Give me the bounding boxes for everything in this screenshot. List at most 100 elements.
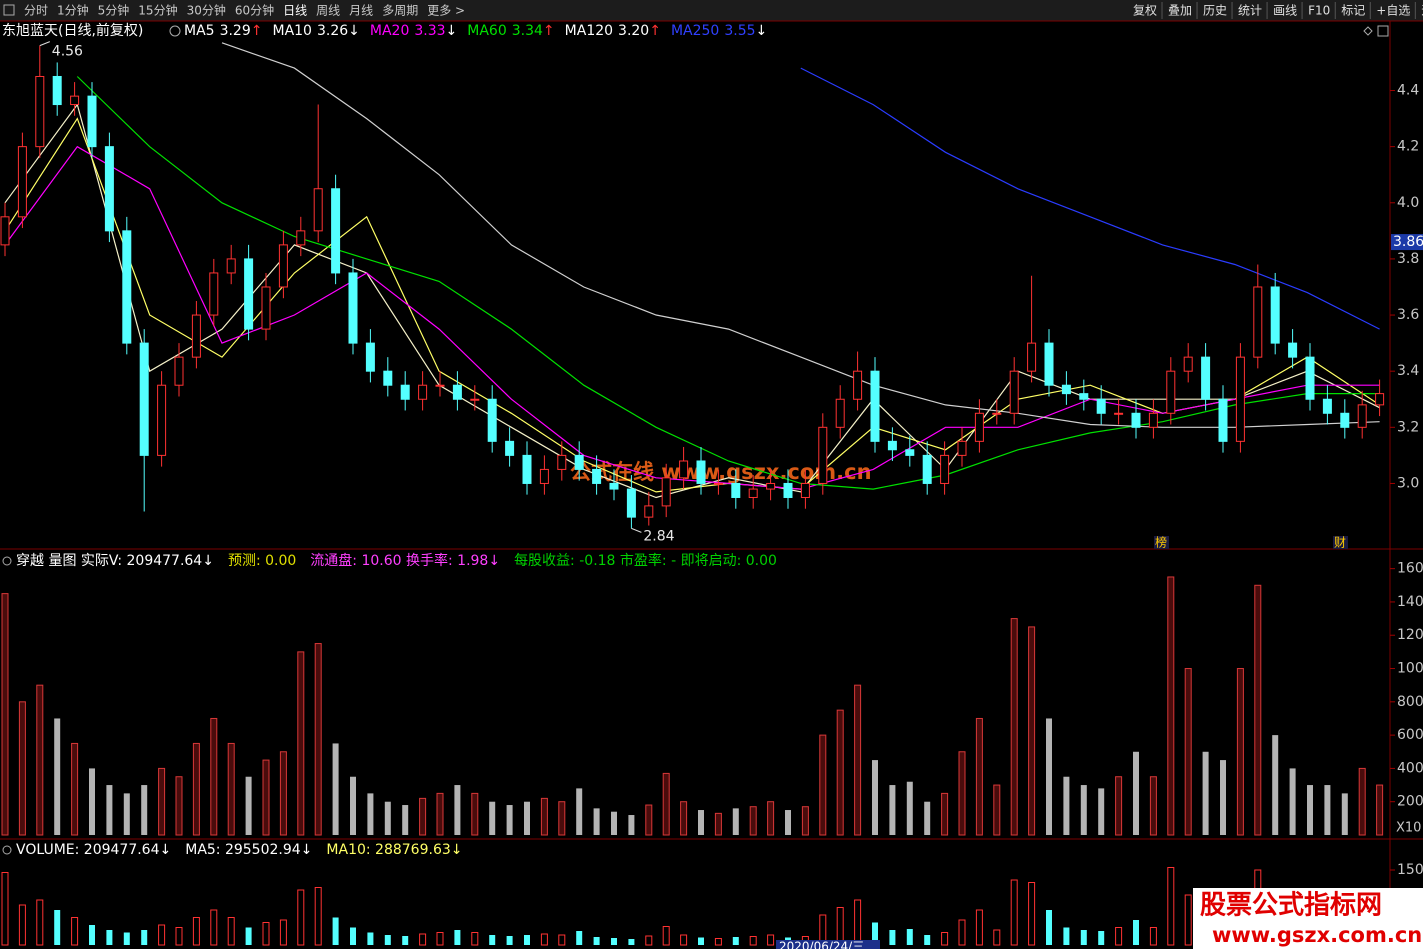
tool-button[interactable]: 统计 [1238, 4, 1262, 18]
volume-bar [158, 767, 166, 836]
volume-bar [192, 917, 200, 946]
event-label[interactable]: 财 [1334, 536, 1346, 550]
candle-body [1253, 286, 1263, 358]
settings-icon[interactable] [169, 25, 181, 37]
candle-body [592, 468, 602, 484]
candle-body [1079, 393, 1089, 400]
panel-info: 穿越 量图 实际V: 209477.64↓ [16, 553, 214, 569]
period-tab[interactable]: 1分钟 [57, 3, 89, 18]
volume-bar [279, 919, 287, 946]
volume-bar [645, 804, 653, 836]
candle-body [157, 384, 167, 456]
volume-bar [524, 935, 530, 945]
volume-bar [402, 936, 409, 945]
candle-body [296, 230, 306, 246]
candle-body [505, 440, 515, 456]
brand-url: www.gszx.com.cn [1212, 923, 1422, 947]
volume-bar [297, 651, 305, 836]
candle-body [1218, 398, 1228, 442]
tool-button[interactable]: F10 [1308, 4, 1330, 18]
settings-icon[interactable] [2, 845, 12, 855]
candle-body [748, 488, 758, 498]
volume-bar [297, 889, 305, 946]
volume-bar [1028, 882, 1036, 946]
candle-body [139, 342, 149, 456]
volume-bar [645, 935, 653, 946]
cursor-date: 2020/06/24/三 [779, 940, 864, 949]
candle-body [313, 188, 323, 232]
candle-body [383, 370, 393, 386]
tool-button[interactable]: 历史 [1203, 4, 1227, 18]
candle-body [87, 95, 97, 148]
candle-body [522, 454, 532, 484]
tool-button[interactable]: 标记 [1341, 4, 1365, 18]
event-badge[interactable] [1154, 536, 1169, 549]
volume-bar [854, 684, 862, 836]
volume-bar [1272, 735, 1279, 835]
candle-body [1322, 398, 1332, 414]
candle-body [278, 244, 288, 288]
volume-bar [1254, 584, 1262, 836]
volume-bar [1184, 668, 1192, 836]
candle-body [1044, 342, 1054, 386]
candle-body [261, 286, 271, 330]
volume-bar [210, 717, 218, 836]
candle-body [418, 384, 428, 400]
extreme-label: 2.84 [643, 528, 674, 544]
candle-body [1027, 342, 1037, 372]
y-tick-label: 1500 [1397, 862, 1423, 878]
volume-bar [71, 742, 79, 836]
volume-bar [1063, 776, 1070, 835]
period-tab[interactable]: 60分钟 [235, 3, 274, 18]
extreme-label: 4.56 [52, 44, 83, 60]
panel-info: MA10: 288769.63↓ [326, 842, 462, 858]
window-icon[interactable] [1377, 25, 1389, 37]
event-badge[interactable] [1333, 536, 1348, 549]
volume-bar [384, 801, 391, 835]
tool-button[interactable]: 远 [1421, 4, 1423, 18]
axis-unit: X10 [1396, 821, 1421, 836]
period-tab[interactable]: 日线 [283, 4, 307, 18]
settings-icon[interactable] [2, 556, 12, 566]
volume-bar [1220, 760, 1226, 835]
volume-bar [262, 759, 270, 836]
period-tab[interactable]: 多周期 [382, 4, 418, 18]
event-label[interactable]: 榜 [1155, 535, 1167, 550]
menu-icon[interactable] [3, 4, 15, 16]
volume-bar [1341, 793, 1348, 835]
volume-bar [1289, 768, 1296, 835]
tool-button[interactable]: +自选 [1376, 4, 1410, 18]
period-tab[interactable]: 15分钟 [138, 3, 177, 18]
y-tick-label: 200 [1397, 794, 1423, 810]
window-icon[interactable] [1363, 26, 1373, 36]
volume-bar [611, 811, 617, 835]
volume-bar [662, 926, 670, 946]
period-tab[interactable]: 5分钟 [98, 3, 130, 18]
tool-button[interactable]: 叠加 [1168, 4, 1192, 18]
candle-body [191, 314, 201, 358]
ma-line [4, 145, 1380, 490]
candle-body [435, 384, 445, 387]
volume-bar [906, 929, 913, 945]
period-tab[interactable]: 更多 > [427, 4, 465, 18]
legend-value: 3.33 [414, 23, 445, 39]
tool-button[interactable]: 画线 [1273, 4, 1297, 18]
volume-bar [975, 717, 983, 836]
volume-bar [714, 938, 722, 946]
candle-body [853, 370, 863, 400]
volume-bar [454, 785, 461, 835]
period-tab[interactable]: 周线 [316, 4, 340, 18]
volume-bar [732, 937, 739, 945]
volume-bar [506, 805, 513, 835]
volume-bar [958, 751, 966, 836]
period-tab[interactable]: 30分钟 [187, 3, 226, 18]
period-tab[interactable]: 分时 [24, 4, 48, 18]
period-tab[interactable]: 月线 [349, 4, 373, 18]
volume-bar [836, 709, 844, 836]
candle-body [818, 426, 828, 484]
y-tick-label: 3.6 [1397, 307, 1419, 323]
volume-bar [558, 934, 566, 946]
volume-bar [1, 593, 9, 836]
tool-button[interactable]: 复权 [1133, 4, 1157, 18]
candle-body [679, 460, 689, 479]
